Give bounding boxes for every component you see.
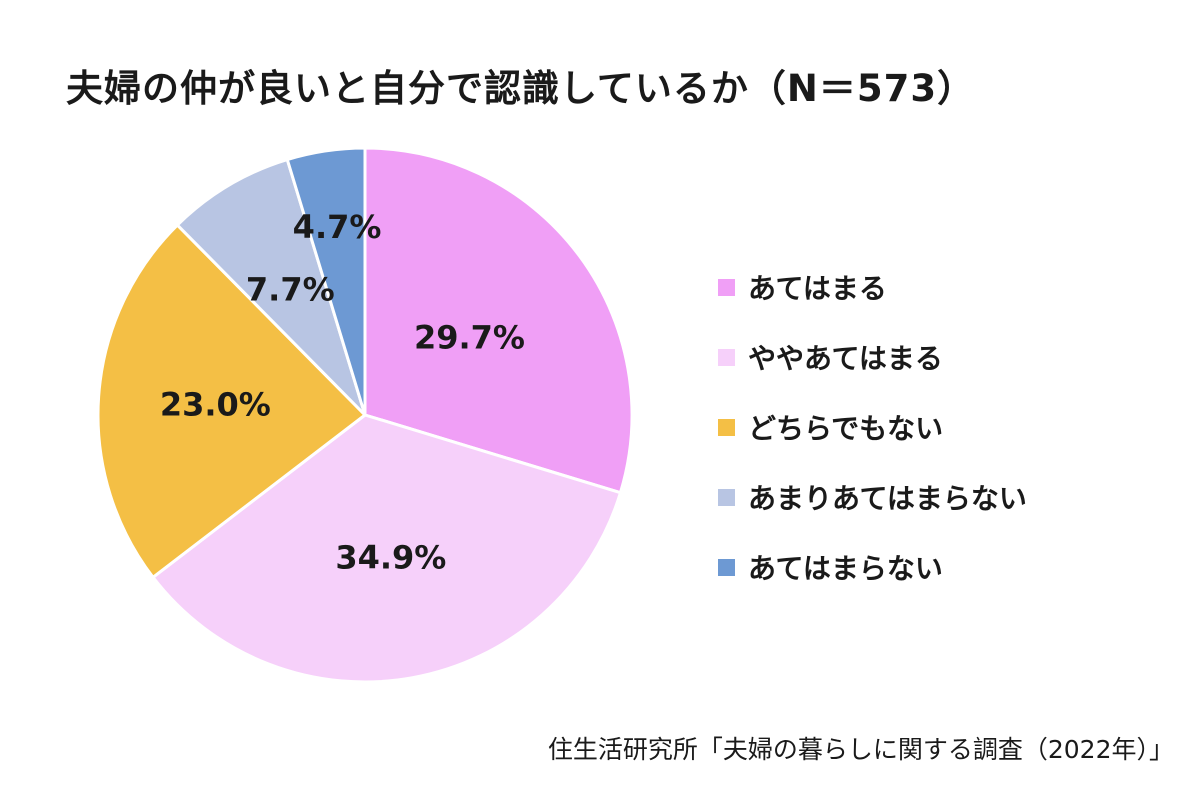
legend: あてはまるややあてはまる どちらでもないあまりあてはまらない あてはまらない [718, 252, 1027, 602]
legend-label: ややあてはまる [748, 342, 943, 375]
pie-slice [175, 158, 367, 417]
legend-swatch [718, 558, 735, 576]
legend-label: あてはまらない [748, 552, 943, 585]
legend-swatch [718, 348, 735, 366]
legend-swatch [718, 418, 735, 436]
slice-value-label: 23.0% [160, 386, 271, 424]
legend-item: どちらでもない [718, 392, 1027, 462]
legend-swatch [718, 278, 735, 296]
legend-item: あまりあてはまらない [718, 462, 1027, 532]
pie-slice [363, 146, 634, 495]
source-note: 住生活研究所「夫婦の暮らしに関する調査（2022年）」 [547, 735, 1174, 764]
slice-value-label: 7.7% [246, 271, 335, 309]
legend-item: あてはまる [718, 252, 1027, 322]
pie-slice [96, 223, 367, 579]
slice-value-label: 34.9% [335, 539, 446, 577]
pie-slice [151, 413, 622, 684]
chart-title: 夫婦の仲が良いと自分で認識しているか（N＝573） [66, 67, 976, 110]
legend-label: あまりあてはまらない [748, 482, 1027, 515]
legend-label: どちらでもない [748, 412, 944, 445]
legend-swatch [718, 488, 735, 506]
legend-item: あてはまらない [718, 532, 1027, 602]
legend-label: あてはまる [748, 272, 887, 305]
pie-chart: 29.7% 34.9% 23.0% 7.7% 4.7% [96, 146, 634, 684]
slice-value-label: 29.7% [414, 319, 525, 357]
slice-value-label: 4.7% [293, 208, 382, 246]
legend-item: ややあてはまる [718, 322, 1027, 392]
pie-slice [285, 146, 367, 417]
